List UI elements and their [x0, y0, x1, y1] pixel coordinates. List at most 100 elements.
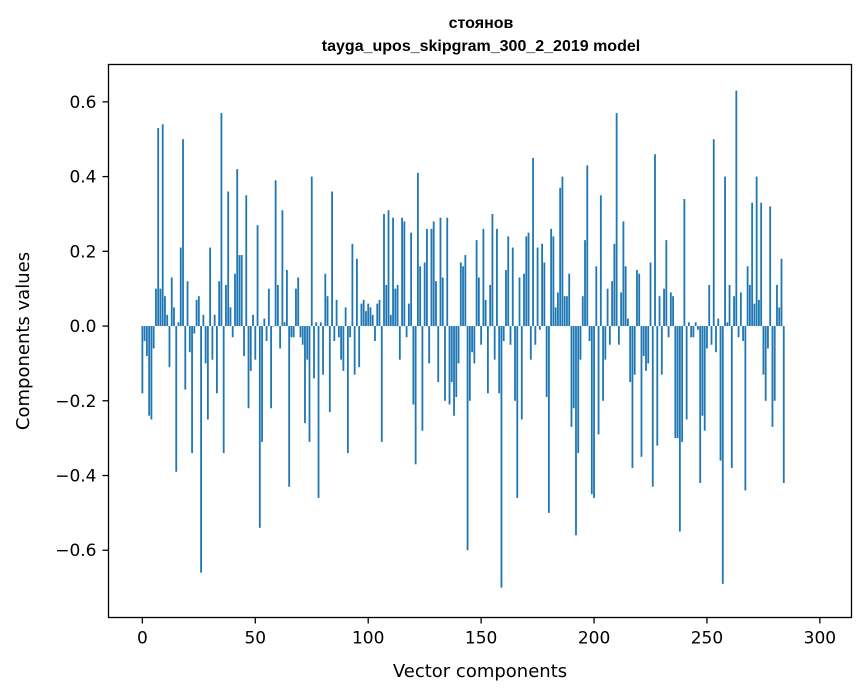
bar — [349, 326, 352, 338]
bar — [708, 284, 711, 327]
bar — [663, 288, 665, 327]
bar — [202, 314, 205, 327]
bar — [767, 326, 769, 349]
bar — [563, 296, 566, 327]
bar — [487, 326, 489, 394]
bar — [737, 326, 740, 338]
bar — [150, 326, 153, 420]
bar — [310, 176, 313, 327]
bar — [665, 240, 668, 327]
bar — [715, 326, 717, 353]
bar — [231, 326, 234, 338]
bar — [516, 326, 519, 498]
bar — [581, 296, 584, 327]
bar — [389, 314, 392, 327]
bar — [520, 326, 523, 420]
bar — [170, 277, 173, 327]
bar — [658, 296, 661, 327]
bar — [480, 326, 483, 345]
bar — [439, 217, 442, 327]
bar — [606, 288, 609, 327]
bar — [281, 210, 284, 327]
bar — [283, 322, 286, 327]
bar — [724, 176, 726, 327]
x-tick-label: 50 — [244, 629, 266, 649]
bar — [155, 288, 157, 327]
bar — [532, 157, 534, 327]
bar — [462, 266, 464, 327]
bar — [324, 273, 327, 327]
bar — [229, 307, 232, 327]
bar — [328, 326, 331, 412]
bar — [554, 307, 557, 327]
bar — [184, 326, 187, 390]
bar — [475, 240, 478, 327]
bar — [164, 296, 166, 327]
bar — [733, 296, 735, 327]
bar — [358, 326, 361, 368]
bar — [771, 326, 774, 427]
bar — [566, 296, 568, 327]
y-axis-label: Components values — [13, 252, 34, 430]
bar — [362, 299, 365, 327]
bar — [148, 326, 151, 416]
bar — [274, 180, 277, 327]
bar — [636, 270, 638, 327]
x-tick-label: 300 — [804, 629, 836, 649]
bar — [764, 326, 767, 401]
bar — [602, 326, 604, 401]
x-axis-label: Vector components — [393, 661, 567, 682]
bar — [518, 277, 521, 327]
bar — [209, 247, 212, 327]
bar — [337, 326, 340, 338]
bar — [692, 326, 695, 338]
bar — [638, 273, 641, 327]
bar — [446, 217, 449, 327]
chart-subtitle: tayga_upos_skipgram_300_2_2019 model — [322, 38, 640, 55]
bar — [367, 303, 370, 327]
bar — [703, 326, 706, 431]
bar — [608, 326, 611, 345]
bar — [353, 326, 356, 375]
bar — [243, 326, 245, 356]
bar — [477, 277, 480, 327]
bar — [319, 322, 322, 327]
bar — [240, 255, 243, 327]
bar — [441, 277, 444, 327]
bar — [459, 262, 462, 327]
bar — [552, 236, 555, 327]
bar — [394, 288, 397, 327]
bar — [595, 266, 598, 327]
bar — [222, 326, 225, 454]
bar — [247, 326, 250, 409]
bar — [419, 266, 422, 327]
bar — [211, 326, 214, 360]
bar — [398, 326, 401, 360]
bar — [279, 326, 282, 349]
bar — [484, 299, 487, 327]
bar — [550, 228, 553, 327]
bar — [498, 326, 501, 394]
bar — [161, 124, 164, 327]
bar — [647, 326, 650, 364]
bar — [674, 326, 677, 439]
bar — [304, 326, 306, 424]
bar — [685, 326, 688, 420]
bar — [473, 326, 476, 364]
bar — [145, 326, 148, 356]
bar — [225, 284, 227, 327]
bar — [762, 326, 765, 375]
bar — [152, 326, 155, 349]
bar — [276, 284, 279, 327]
bar — [748, 284, 751, 327]
bar — [430, 228, 433, 327]
bar — [466, 326, 469, 551]
bar — [753, 303, 756, 327]
bar — [742, 326, 745, 341]
bar — [620, 292, 623, 327]
bar — [706, 326, 708, 349]
bar — [468, 326, 471, 401]
bar — [728, 284, 731, 327]
bar — [414, 326, 417, 465]
bar — [437, 326, 440, 383]
